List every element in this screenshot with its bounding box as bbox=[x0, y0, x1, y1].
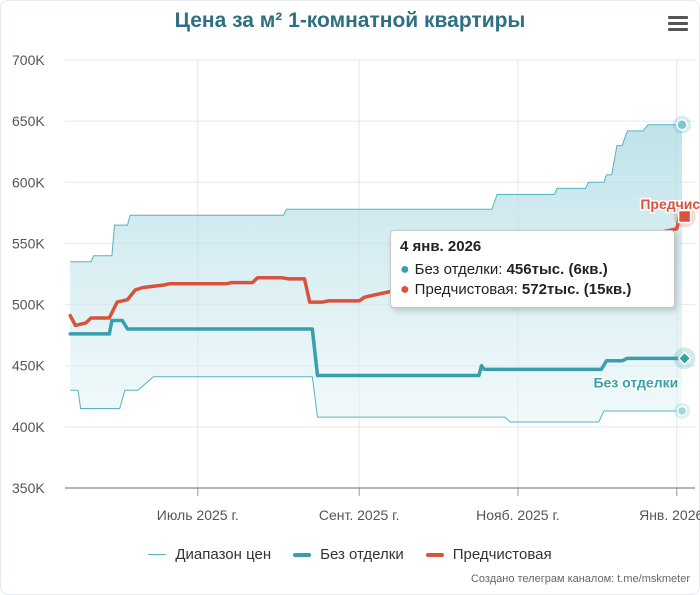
tooltip-row: ● Предчистовая: 572тыс. (15кв.) bbox=[400, 281, 631, 299]
y-tick-label: 650K bbox=[12, 113, 45, 129]
y-tick-label: 600K bbox=[12, 174, 45, 190]
menu-bar bbox=[668, 16, 688, 19]
legend-label: Предчистовая bbox=[452, 546, 552, 563]
y-tick-label: 400K bbox=[12, 419, 45, 435]
tooltip-series: Без отделки: bbox=[414, 261, 503, 278]
legend-swatch bbox=[148, 554, 167, 555]
tooltip: 4 янв. 2026 ● Без отделки: 456тыс. (6кв.)… bbox=[390, 230, 675, 308]
legend-swatch bbox=[293, 552, 312, 557]
axis-layer: 350K 400K 450K 500K 550K 600K 650K 700K Июль 202… bbox=[12, 52, 700, 523]
tooltip-dot-icon: ● bbox=[400, 281, 410, 298]
range-high-line bbox=[70, 124, 682, 263]
x-tick-label: Июль 2025 г. bbox=[157, 507, 239, 523]
range-low-line bbox=[70, 376, 682, 423]
legend-item-range[interactable]: Диапазон цен bbox=[148, 546, 271, 563]
series-line bbox=[68, 318, 687, 378]
range-layer bbox=[70, 124, 682, 423]
menu-bar bbox=[668, 22, 688, 25]
tooltip-date: 4 янв. 2026 bbox=[400, 238, 482, 255]
tooltip-dot-icon: ● bbox=[400, 261, 410, 278]
range-area bbox=[70, 124, 682, 423]
y-tick-label: 700K bbox=[12, 52, 45, 68]
credits[interactable]: Создано телеграм каналом: t.me/mskmeter bbox=[470, 573, 690, 585]
series-end-marker bbox=[677, 209, 692, 224]
y-tick-label: 450K bbox=[12, 358, 45, 374]
legend: Диапазон цен Без отделки Предчистовая bbox=[0, 546, 700, 563]
tooltip-value: 456тыс. (6кв.) bbox=[506, 261, 608, 278]
legend-label: Диапазон цен bbox=[175, 546, 272, 563]
series-line bbox=[68, 214, 687, 328]
series-label: Предчистовая bbox=[640, 196, 700, 212]
menu-bar bbox=[668, 28, 688, 31]
range-high-marker bbox=[676, 119, 688, 131]
marker-layer bbox=[672, 115, 696, 419]
y-tick-label: 500K bbox=[12, 297, 45, 313]
x-tick-label: Янв. 2026 г. bbox=[639, 507, 700, 523]
tooltip-row: ● Без отделки: 456тыс. (6кв.) bbox=[400, 261, 608, 279]
series-layer bbox=[68, 214, 687, 378]
tooltip-series: Предчистовая: bbox=[414, 281, 518, 298]
range-low-marker bbox=[676, 405, 688, 417]
series-end-marker bbox=[677, 351, 692, 366]
legend-item-no-finish[interactable]: Без отделки bbox=[293, 546, 404, 563]
tooltip-value: 572тыс. (15кв.) bbox=[521, 281, 632, 298]
series-label: Без отделки bbox=[593, 375, 678, 391]
x-tick-label: Сент. 2025 г. bbox=[319, 507, 400, 523]
chart-title: Цена за м² 1-комнатной квартиры bbox=[174, 9, 526, 32]
y-tick-label: 350K bbox=[12, 480, 45, 496]
legend-item-pre-finish[interactable]: Предчистовая bbox=[425, 546, 552, 563]
legend-swatch bbox=[425, 552, 444, 557]
hamburger-menu-icon[interactable] bbox=[668, 16, 688, 34]
x-tick-label: Нояб. 2025 г. bbox=[476, 507, 560, 523]
y-tick-label: 550K bbox=[12, 235, 45, 251]
legend-label: Без отделки bbox=[320, 546, 404, 563]
